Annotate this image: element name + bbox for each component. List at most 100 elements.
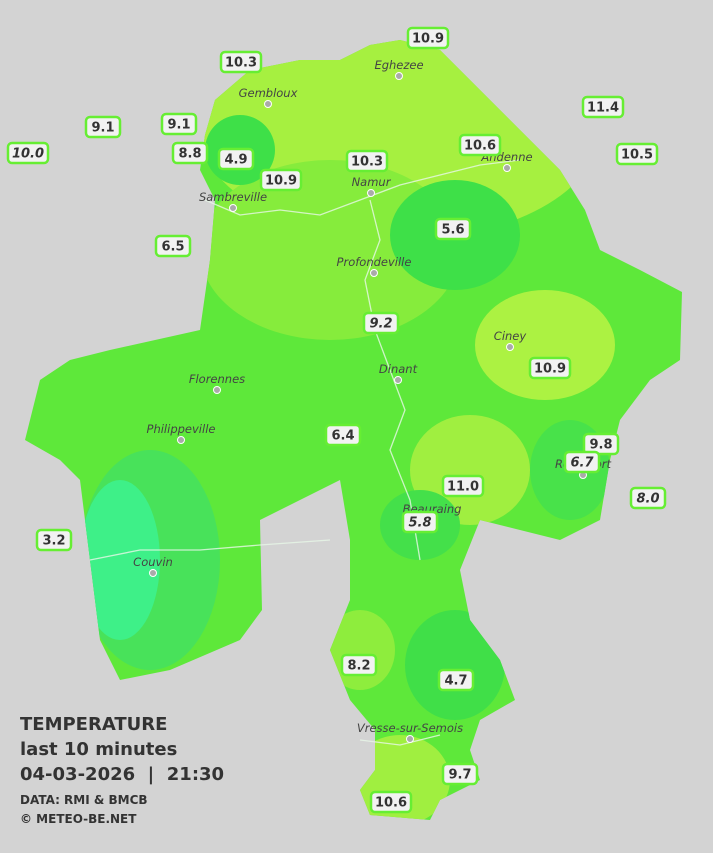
city-label: Florennes bbox=[189, 372, 245, 386]
station-box bbox=[345, 149, 389, 173]
station-value: 8.8 bbox=[178, 147, 201, 162]
city-label: Couvin bbox=[133, 555, 173, 569]
city-dot bbox=[367, 189, 375, 197]
station-box bbox=[437, 668, 475, 692]
station-value: 4.7 bbox=[444, 674, 467, 689]
station-box bbox=[154, 234, 192, 258]
heading: TEMPERATURE bbox=[20, 714, 167, 735]
station-value: 9.2 bbox=[369, 317, 392, 332]
station-box bbox=[563, 450, 601, 474]
city-label: Sambreville bbox=[199, 190, 267, 204]
city-dot bbox=[503, 164, 511, 172]
rivers bbox=[89, 159, 521, 746]
city-dot bbox=[177, 436, 185, 444]
station-value: 3.2 bbox=[42, 534, 65, 549]
station: 10.9 bbox=[259, 168, 303, 192]
station: 11.4 bbox=[581, 95, 625, 119]
city-label: Ciney bbox=[494, 329, 527, 343]
station: 9.1 bbox=[84, 115, 122, 139]
station-box bbox=[340, 653, 378, 677]
station-box bbox=[615, 142, 659, 166]
station-value: 9.7 bbox=[448, 768, 471, 783]
station: 9.2 bbox=[362, 311, 400, 335]
station-value: 11.4 bbox=[587, 101, 619, 116]
station: 10.6 bbox=[369, 790, 413, 814]
station: 8.2 bbox=[340, 653, 378, 677]
city-label: Vresse-sur-Semois bbox=[357, 721, 463, 735]
station-value: 10.9 bbox=[534, 362, 566, 377]
station-box bbox=[324, 423, 362, 447]
station: 9.1 bbox=[160, 112, 198, 136]
station-box bbox=[401, 510, 439, 534]
station: 4.9 bbox=[217, 147, 255, 171]
station-value: 10.3 bbox=[351, 155, 383, 170]
station-value: 9.1 bbox=[91, 121, 114, 136]
station-value: 10.5 bbox=[621, 148, 653, 163]
copyright: © METEO-BE.NET bbox=[20, 812, 137, 826]
station: 5.6 bbox=[434, 217, 472, 241]
city-label: Profondeville bbox=[337, 255, 412, 269]
station-value: 9.8 bbox=[589, 438, 612, 453]
station: 11.0 bbox=[441, 474, 485, 498]
station-box bbox=[441, 762, 479, 786]
station-box bbox=[217, 147, 255, 171]
station-value: 10.9 bbox=[412, 32, 444, 47]
station-box bbox=[581, 95, 625, 119]
station-value: 10.9 bbox=[265, 174, 297, 189]
station: 10.0 bbox=[6, 141, 50, 165]
city-dot bbox=[213, 386, 221, 394]
city-label: Dinant bbox=[379, 362, 418, 376]
station-box bbox=[406, 26, 450, 50]
subtitle: last 10 minutes bbox=[20, 739, 177, 760]
station-value: 10.3 bbox=[225, 56, 257, 71]
city-dot bbox=[264, 100, 272, 108]
station-box bbox=[434, 217, 472, 241]
city-dot bbox=[506, 343, 514, 351]
station-value: 8.2 bbox=[347, 659, 370, 674]
source: DATA: RMI & BMCB bbox=[20, 793, 148, 807]
station: 10.3 bbox=[219, 50, 263, 74]
city-dot bbox=[370, 269, 378, 277]
city-dot bbox=[406, 735, 414, 743]
station: 6.5 bbox=[154, 234, 192, 258]
station: 3.2 bbox=[35, 528, 73, 552]
station-value: 9.1 bbox=[167, 118, 190, 133]
station-value: 5.6 bbox=[441, 223, 464, 238]
station-box bbox=[219, 50, 263, 74]
station-value: 6.5 bbox=[161, 240, 184, 255]
station: 8.8 bbox=[171, 141, 209, 165]
station-value: 6.7 bbox=[570, 456, 594, 471]
station: 6.4 bbox=[324, 423, 362, 447]
station: 10.9 bbox=[406, 26, 450, 50]
station-value: 6.4 bbox=[331, 429, 354, 444]
station: 6.7 bbox=[563, 450, 601, 474]
city-label: Eghezee bbox=[374, 58, 423, 72]
station: 9.8 bbox=[582, 432, 620, 456]
city-label: Philippeville bbox=[147, 422, 216, 436]
station: 8.0 bbox=[629, 486, 667, 510]
station-box bbox=[35, 528, 73, 552]
city-dot bbox=[149, 569, 157, 577]
station-box bbox=[441, 474, 485, 498]
datetime: 04-03-2026 | 21:30 bbox=[20, 764, 224, 785]
city-label: Namur bbox=[352, 175, 392, 189]
station-box bbox=[369, 790, 413, 814]
station: 4.7 bbox=[437, 668, 475, 692]
station-value: 5.8 bbox=[408, 516, 431, 531]
station-value: 10.6 bbox=[464, 139, 496, 154]
station-box bbox=[160, 112, 198, 136]
station-value: 10.6 bbox=[375, 796, 407, 811]
station-value: 11.0 bbox=[447, 480, 479, 495]
station-box bbox=[629, 486, 667, 510]
station-box bbox=[362, 311, 400, 335]
station-value: 8.0 bbox=[636, 492, 659, 507]
city-dot bbox=[394, 376, 402, 384]
city-label: Gembloux bbox=[239, 86, 298, 100]
station: 10.3 bbox=[345, 149, 389, 173]
city-dot bbox=[395, 72, 403, 80]
station-box bbox=[458, 133, 502, 157]
station-box bbox=[259, 168, 303, 192]
station-value: 10.0 bbox=[12, 147, 44, 162]
station: 10.9 bbox=[528, 356, 572, 380]
